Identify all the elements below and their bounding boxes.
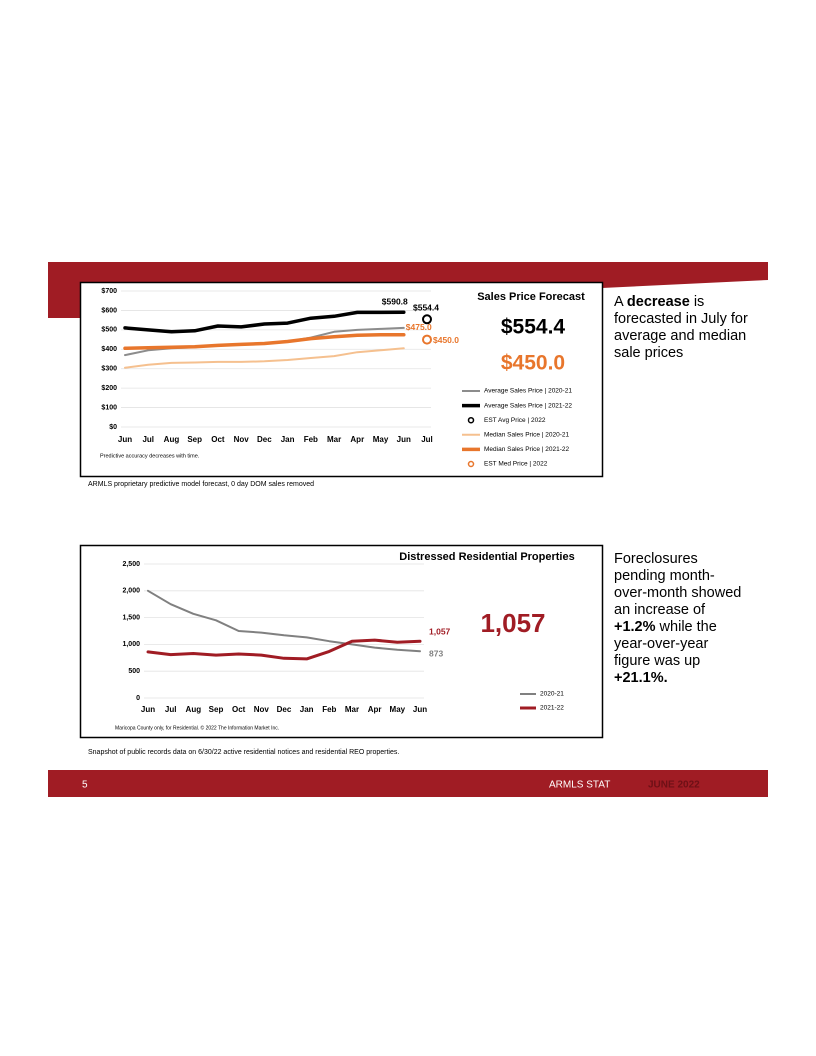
data-label: $450.0: [433, 335, 459, 345]
x-tick-label: Jun: [413, 705, 427, 714]
series-line: [123, 332, 406, 351]
y-tick-label: 500: [128, 668, 140, 675]
x-tick-label: Mar: [327, 435, 341, 444]
chart-note: Predictive accuracy decreases with time.: [100, 453, 200, 459]
legend-label: 2020-21: [540, 691, 564, 698]
x-tick-label: Jun: [118, 435, 132, 444]
y-tick-label: $600: [101, 307, 117, 314]
side-note-text: Foreclosures pending month-over-month sh…: [614, 551, 742, 618]
x-tick-label: Dec: [257, 435, 272, 444]
footer-date: JUNE 2022: [648, 780, 700, 791]
y-tick-label: $400: [101, 346, 117, 353]
series-line: [146, 638, 422, 661]
y-tick-label: $500: [101, 327, 117, 334]
legend-label: Median Sales Price | 2020-21: [484, 432, 570, 439]
y-tick-label: $0: [109, 424, 117, 431]
x-tick-label: May: [390, 705, 406, 714]
x-tick-label: Jun: [397, 435, 411, 444]
header-band: [48, 262, 768, 318]
x-tick-label: Sep: [209, 705, 224, 714]
x-tick-label: Oct: [232, 705, 246, 714]
side-note-text: +21.1%.: [614, 670, 668, 686]
x-tick-label: Feb: [322, 705, 336, 714]
x-tick-label: Aug: [164, 435, 180, 444]
side-note: A decrease is forecasted in July for ave…: [614, 294, 764, 362]
legend-swatch: [467, 460, 475, 468]
footer-band: [48, 770, 768, 797]
page-number: 5: [82, 780, 88, 791]
chart-title: Distressed Residential Properties: [399, 551, 574, 563]
x-tick-label: Jul: [165, 705, 177, 714]
y-tick-label: 2,500: [122, 561, 140, 568]
y-tick-label: $100: [101, 404, 117, 411]
legend-label: 2021-22: [540, 705, 564, 712]
x-tick-label: Mar: [345, 705, 359, 714]
headline: $554.4: [501, 316, 566, 339]
side-note-text: +1.2%: [614, 619, 656, 635]
x-tick-label: Jan: [300, 705, 314, 714]
side-note-text: is forecasted in July for average and me…: [614, 294, 748, 361]
data-label: 873: [429, 648, 443, 658]
chart-title: Sales Price Forecast: [477, 291, 585, 303]
x-tick-label: Dec: [277, 705, 292, 714]
legend-label: Average Sales Price | 2021-22: [484, 402, 572, 409]
x-tick-label: Nov: [234, 435, 250, 444]
x-tick-label: Feb: [304, 435, 318, 444]
chart-note: Maricopa County only, for Residential. ©…: [115, 724, 279, 731]
y-tick-label: 1,500: [122, 614, 140, 621]
y-tick-label: 1,000: [122, 641, 140, 648]
data-label: $554.4: [413, 303, 439, 313]
x-tick-label: Nov: [254, 705, 270, 714]
chart-frame: [79, 544, 604, 739]
series-line: [124, 347, 405, 369]
forecast-marker: [422, 314, 432, 325]
x-tick-label: Jun: [141, 705, 155, 714]
headline: 1,057: [480, 608, 545, 638]
data-label: $475.0: [406, 322, 432, 332]
side-note-text: A: [614, 294, 627, 310]
x-tick-label: May: [373, 435, 389, 444]
y-tick-label: 0: [136, 695, 140, 702]
legend-swatch: [467, 416, 475, 424]
footer-brand: ARMLS STAT: [549, 780, 610, 791]
x-tick-label: Apr: [350, 435, 364, 444]
x-tick-label: Jul: [421, 435, 433, 444]
y-tick-label: $200: [101, 385, 117, 392]
x-tick-label: Sep: [187, 435, 202, 444]
legend-label: EST Avg Price | 2022: [484, 417, 546, 424]
x-tick-label: Jul: [142, 435, 154, 444]
x-tick-label: Oct: [211, 435, 225, 444]
y-tick-label: $700: [101, 288, 117, 295]
data-label: 1,057: [429, 627, 451, 637]
y-tick-label: $300: [101, 366, 117, 373]
x-tick-label: Aug: [186, 705, 202, 714]
legend-label: EST Med Price | 2022: [484, 461, 548, 468]
side-note-text: decrease: [626, 294, 690, 310]
x-tick-label: Jan: [281, 435, 295, 444]
headline: $450.0: [501, 352, 565, 375]
data-label: $590.8: [382, 296, 408, 306]
chart-caption: ARMLS proprietary predictive model forec…: [88, 481, 314, 488]
chart-caption: Snapshot of public records data on 6/30/…: [88, 749, 399, 756]
y-tick-label: 2,000: [122, 588, 140, 595]
legend-label: Median Sales Price | 2021-22: [484, 446, 570, 453]
series-line: [147, 589, 421, 653]
side-note: Foreclosures pending month-over-month sh…: [614, 551, 744, 687]
side-note-text: while the year-over-year figure was up: [614, 619, 717, 669]
x-tick-label: Apr: [368, 705, 382, 714]
series-line: [123, 310, 406, 334]
legend-label: Average Sales Price | 2020-21: [484, 388, 572, 395]
forecast-marker: [422, 334, 432, 345]
